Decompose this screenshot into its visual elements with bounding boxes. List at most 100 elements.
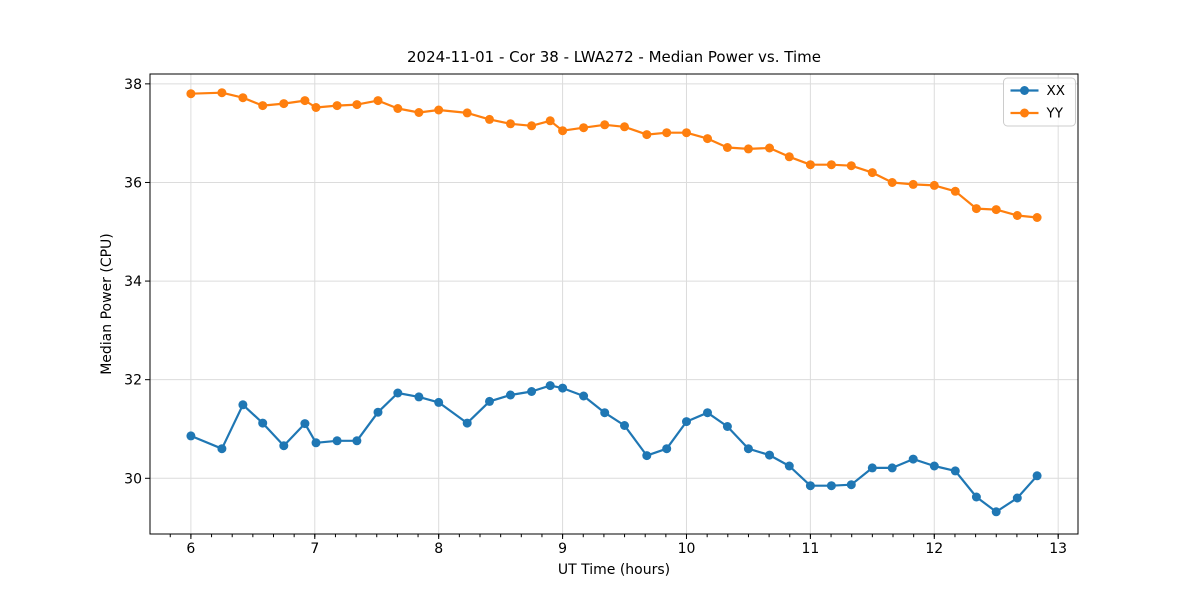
data-point xyxy=(352,436,362,446)
data-point xyxy=(1012,493,1022,503)
x-tick-label: 6 xyxy=(186,541,195,557)
data-point xyxy=(393,388,403,398)
series-YY-markers xyxy=(186,88,1042,222)
data-point xyxy=(991,507,1001,517)
data-point xyxy=(805,160,815,170)
data-point xyxy=(414,392,424,402)
legend-entry-YY: YY xyxy=(1010,106,1064,122)
data-point xyxy=(506,119,515,129)
x-tick-label: 8 xyxy=(434,541,443,557)
y-axis-label: Median Power (CPU) xyxy=(99,233,115,375)
data-point xyxy=(434,105,444,115)
data-point xyxy=(642,130,652,140)
data-point xyxy=(950,466,960,476)
data-point xyxy=(300,419,310,429)
data-point xyxy=(991,205,1001,215)
data-point xyxy=(620,421,629,430)
data-point xyxy=(332,436,342,446)
data-point xyxy=(826,160,836,170)
data-point xyxy=(527,121,537,131)
legend: XX YY xyxy=(1003,77,1076,127)
data-point xyxy=(373,407,383,417)
data-point xyxy=(846,480,856,490)
data-point xyxy=(579,123,589,133)
y-tick-label: 36 xyxy=(124,175,142,191)
data-point xyxy=(784,461,794,471)
data-point xyxy=(279,99,289,109)
legend-entry-XX: XX xyxy=(1010,83,1066,99)
data-point xyxy=(485,396,494,406)
x-tick-label: 7 xyxy=(310,541,319,557)
data-point xyxy=(743,144,753,154)
data-point xyxy=(682,417,691,427)
data-point xyxy=(600,408,610,418)
data-point xyxy=(579,391,589,401)
data-point xyxy=(558,383,568,393)
x-tick-label: 11 xyxy=(801,541,819,557)
gridlines xyxy=(150,74,1078,534)
data-point xyxy=(506,390,515,400)
data-point xyxy=(908,179,918,189)
data-point xyxy=(1032,471,1042,481)
data-point xyxy=(765,143,774,153)
data-point xyxy=(600,120,610,130)
y-tick-label: 34 xyxy=(124,274,142,290)
data-point xyxy=(765,450,774,460)
legend-marker-sample xyxy=(1020,86,1029,95)
data-point xyxy=(332,101,342,111)
data-point xyxy=(971,204,981,214)
data-point xyxy=(217,88,227,98)
data-point xyxy=(950,186,960,196)
data-point xyxy=(352,100,362,110)
data-point xyxy=(971,492,981,502)
data-point xyxy=(217,444,227,454)
data-point xyxy=(258,418,268,428)
data-point xyxy=(887,463,897,473)
data-point xyxy=(929,180,939,190)
x-tick-labels: 6 7 8 9 10 11 12 13 xyxy=(186,541,1067,557)
legend-label: XX xyxy=(1047,83,1066,99)
legend-marker-sample xyxy=(1020,108,1029,118)
data-point xyxy=(703,408,712,418)
data-point xyxy=(279,441,289,451)
y-tick-label: 32 xyxy=(124,373,142,389)
data-point xyxy=(867,463,877,473)
data-point xyxy=(238,400,248,410)
data-point xyxy=(908,454,918,464)
data-point xyxy=(743,444,753,454)
data-point xyxy=(414,108,424,117)
data-point xyxy=(662,444,672,454)
data-point xyxy=(642,451,652,461)
chart-title: 2024-11-01 - Cor 38 - LWA272 - Median Po… xyxy=(407,48,821,66)
data-point xyxy=(186,431,196,441)
data-point xyxy=(784,152,794,162)
data-point xyxy=(722,422,732,431)
data-point xyxy=(1032,213,1042,222)
y-tick-label: 38 xyxy=(124,77,142,93)
data-point xyxy=(373,96,383,106)
data-point xyxy=(826,481,836,491)
data-point xyxy=(867,168,877,178)
data-point xyxy=(545,381,555,391)
plot-background xyxy=(150,74,1078,534)
data-point xyxy=(462,108,472,118)
x-tick-label: 13 xyxy=(1049,541,1067,557)
data-point xyxy=(620,122,629,132)
data-point xyxy=(662,128,672,138)
data-point xyxy=(434,397,444,407)
x-tick-label: 12 xyxy=(925,541,943,557)
data-point xyxy=(311,103,321,112)
legend-label: YY xyxy=(1046,106,1064,122)
ticks xyxy=(145,83,1059,539)
data-point xyxy=(238,93,248,103)
data-point xyxy=(311,438,321,448)
data-point xyxy=(805,481,815,491)
data-point xyxy=(1012,211,1022,220)
data-point xyxy=(462,418,472,428)
data-point xyxy=(558,126,568,136)
data-point xyxy=(682,128,691,138)
data-point xyxy=(393,104,403,113)
data-point xyxy=(703,134,712,144)
